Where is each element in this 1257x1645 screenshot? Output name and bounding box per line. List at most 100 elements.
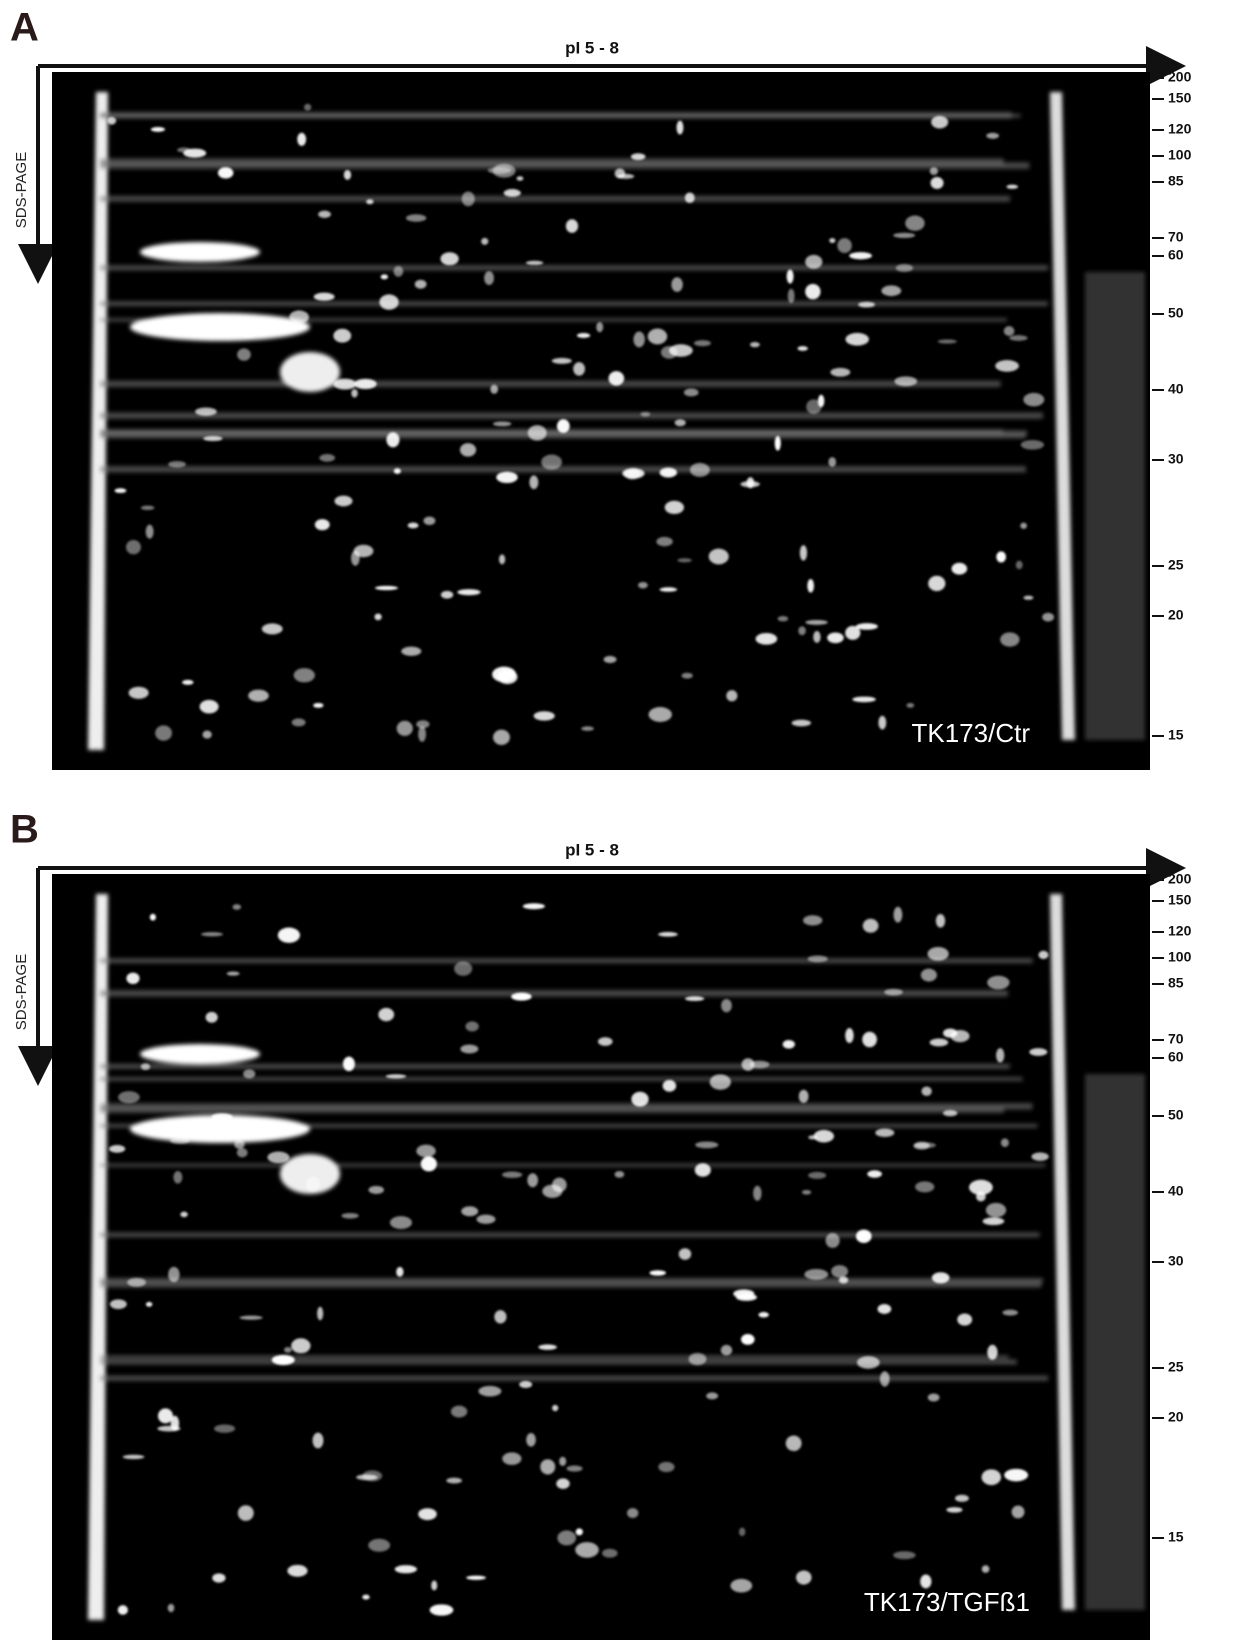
gel-spot xyxy=(366,199,374,205)
gel-spot xyxy=(313,702,324,708)
gel-band xyxy=(100,466,1026,473)
gel-spot xyxy=(396,1266,404,1277)
gel-spot xyxy=(709,1074,731,1090)
gel-spot xyxy=(226,971,240,976)
gel-spot xyxy=(995,360,1019,372)
gel-spot xyxy=(407,522,419,529)
gel-ladder xyxy=(1085,272,1145,740)
gel-spot xyxy=(640,411,651,417)
gel-spot xyxy=(987,975,1010,990)
gel-spot xyxy=(581,726,594,731)
gel-spot xyxy=(957,1313,973,1326)
gel-band xyxy=(100,380,1001,387)
gel-spot xyxy=(496,471,518,484)
mw-marker: 20 xyxy=(1168,1409,1184,1425)
gel-spot xyxy=(647,328,668,345)
gel-spot xyxy=(659,587,678,592)
mw-marker: 40 xyxy=(1168,1183,1184,1199)
mw-marker: 150 xyxy=(1168,892,1192,908)
gel-spot xyxy=(431,1580,438,1591)
mw-marker: 120 xyxy=(1168,121,1192,137)
gel-spot xyxy=(677,558,692,563)
gel-spot xyxy=(1000,1138,1009,1148)
gel-spot xyxy=(127,1277,147,1287)
gel-spot xyxy=(740,481,760,488)
gel-spot xyxy=(297,132,307,146)
gel-spot xyxy=(125,539,141,555)
gel-spot xyxy=(799,545,808,561)
gel-spot xyxy=(996,551,1007,563)
gel-spot xyxy=(248,689,269,702)
gel-spot xyxy=(895,264,914,272)
gel-spot xyxy=(720,1344,733,1356)
gel-spot xyxy=(688,1353,707,1366)
gel-spot xyxy=(173,1171,183,1184)
gel-spot xyxy=(503,189,521,197)
gel-spot xyxy=(927,947,949,961)
gel-spot xyxy=(852,696,876,703)
mw-marker: 30 xyxy=(1168,1253,1184,1269)
gel-spot xyxy=(368,1538,391,1552)
gel-spot xyxy=(107,116,117,125)
gel-spot xyxy=(525,260,544,265)
gel-spot xyxy=(538,1344,557,1350)
gel-spot xyxy=(493,729,510,746)
gel-spot xyxy=(461,1206,479,1217)
gel-spot xyxy=(461,191,475,207)
gel-spot xyxy=(942,1109,958,1117)
gel-spot xyxy=(195,407,217,416)
gel-spot xyxy=(749,342,760,348)
gel-spot xyxy=(796,1570,812,1585)
gel-spot xyxy=(351,550,360,566)
gel-spot xyxy=(658,932,678,937)
gel-spot xyxy=(968,1179,993,1195)
y-axis-label: SDS-PAGE xyxy=(13,152,30,228)
gel-spot xyxy=(614,1171,625,1178)
gel-band xyxy=(100,958,1033,964)
y-axis-label: SDS-PAGE xyxy=(13,954,30,1030)
gel-spot xyxy=(526,1432,536,1447)
gel-spot xyxy=(466,1575,486,1580)
gel-spot xyxy=(130,1115,310,1143)
mw-marker: 40 xyxy=(1168,381,1184,397)
gel-spot xyxy=(1029,1048,1048,1056)
gel-spot xyxy=(416,1144,436,1158)
gel-band xyxy=(100,990,1008,997)
gel-spot xyxy=(243,1069,256,1079)
gel-spot xyxy=(929,1038,949,1047)
gel-spot xyxy=(540,1459,556,1475)
gel-spot xyxy=(884,988,903,996)
gel-spot xyxy=(380,274,389,280)
gel-spot xyxy=(638,581,648,589)
gel-spot xyxy=(915,1181,935,1193)
sample-label: TK173/TGFß1 xyxy=(864,1587,1030,1617)
gel-spot xyxy=(662,1079,677,1092)
gel-spot xyxy=(1009,335,1028,341)
gel-spot xyxy=(893,906,903,923)
gel-spot xyxy=(596,321,604,333)
gel-spot xyxy=(786,269,794,284)
gel-spot xyxy=(342,1056,355,1072)
gel-spot xyxy=(681,672,693,679)
gel-spot xyxy=(490,384,499,394)
gel-features xyxy=(88,894,1145,1620)
gel-spot xyxy=(168,460,186,468)
gel-spot xyxy=(565,219,579,233)
gel-spot xyxy=(738,1527,746,1537)
gel-spot xyxy=(494,1310,507,1324)
gel-spot xyxy=(676,120,684,135)
gel-band xyxy=(100,162,1030,169)
gel-spot xyxy=(457,589,481,596)
gel-spot xyxy=(169,1137,190,1144)
gel-spot xyxy=(856,1356,880,1369)
gel-image xyxy=(52,72,1150,770)
gel-spot xyxy=(201,932,223,937)
gel-spot xyxy=(648,707,672,722)
gel-band xyxy=(100,1355,1009,1359)
gel-spot xyxy=(831,1265,849,1278)
gel-spot xyxy=(351,388,358,398)
gel-spot xyxy=(630,153,646,161)
gel-spot xyxy=(149,913,156,921)
gel-spot xyxy=(212,1573,226,1583)
